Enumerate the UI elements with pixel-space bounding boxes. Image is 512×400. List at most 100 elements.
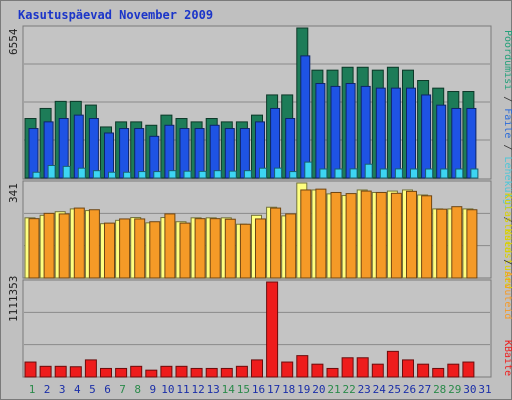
bar-top-faile-day-29	[455, 168, 464, 179]
bar-bot-kbaite-day-20	[311, 363, 324, 378]
bar-bot-kbaite-day-18	[281, 361, 294, 378]
bar-top-lehekülgi-day-12	[194, 128, 205, 179]
bar-top-lehekülgi-day-24	[375, 87, 386, 179]
x-tick-label-day-16: 16	[252, 383, 265, 396]
x-axis-labels: 1 2 3 4 5 6 7 8 9 10 11 12 13 14 15 16 17 18 19 20 21 22 23 24 2…	[29, 383, 492, 396]
bar-bot-kbaite-day-19	[296, 355, 309, 378]
x-tick-label-day-18: 18	[282, 383, 295, 396]
bar-mid-arvuteid-day-11	[179, 222, 191, 279]
x-tick-label-day-27: 27	[418, 383, 431, 396]
bar-bot-kbaite-day-2	[39, 365, 52, 378]
bar-top-faile-day-13	[213, 170, 222, 179]
bar-mid-arvuteid-day-12	[194, 218, 206, 279]
bar-bot-kbaite-day-14	[220, 367, 233, 378]
bar-bot-kbaite-day-15	[235, 365, 248, 378]
bar-top-lehekülgi-day-19	[300, 55, 311, 179]
bar-bot-kbaite-day-17	[266, 281, 279, 378]
bar-bot-kbaite-day-1	[24, 361, 37, 378]
bar-mid-arvuteid-day-16	[255, 218, 266, 279]
x-tick-label-day-20: 20	[312, 383, 325, 396]
bar-top-faile-day-3	[62, 165, 71, 179]
x-tick-label-day-29: 29	[448, 383, 461, 396]
x-tick-label-day-19: 19	[297, 383, 310, 396]
x-tick-label-day-1: 1	[29, 383, 36, 396]
x-tick-label-day-14: 14	[222, 383, 236, 396]
legend-top-part-3: /	[502, 138, 512, 156]
legend-mid-part-1: /	[502, 253, 512, 271]
x-tick-label-day-23: 23	[358, 383, 371, 396]
bar-top-faile-day-15	[243, 170, 252, 179]
bar-bot-kbaite-day-6	[100, 367, 112, 378]
x-tick-label-day-31: 31	[478, 383, 491, 396]
bar-bot-kbaite-day-5	[84, 359, 97, 378]
bar-top-faile-day-6	[108, 171, 116, 179]
bar-top-lehekülgi-day-8	[134, 128, 145, 179]
bar-bot-kbaite-day-10	[160, 365, 173, 378]
legend-top: Pöördumisi / Faile / Lehekülgi / Külastu…	[502, 30, 512, 289]
bar-bot-kbaite-day-13	[205, 367, 218, 378]
bar-top-lehekülgi-day-29	[451, 107, 462, 179]
bars	[24, 27, 479, 378]
bar-mid-arvuteid-day-9	[149, 221, 161, 279]
bar-bot-kbaite-day-12	[190, 367, 203, 378]
bar-top-faile-day-7	[123, 171, 132, 179]
bar-top-faile-day-27	[425, 168, 434, 179]
bar-top-lehekülgi-day-20	[315, 83, 326, 179]
bar-top-faile-day-16	[259, 167, 267, 179]
bar-mid-arvuteid-day-1	[28, 218, 40, 279]
bar-top-lehekülgi-day-27	[421, 94, 432, 179]
bar-mid-arvuteid-day-5	[88, 209, 100, 279]
bar-top-faile-day-2	[47, 165, 56, 179]
legend-bot-part-0: KBaite	[502, 340, 512, 376]
bar-mid-arvuteid-day-7	[119, 218, 131, 279]
bar-top-faile-day-18	[289, 171, 298, 179]
legend-top-part-0: Pöördumisi	[502, 30, 512, 90]
bar-top-lehekülgi-day-30	[466, 107, 477, 179]
x-tick-label-day-28: 28	[433, 383, 446, 396]
bar-mid-arvuteid-day-14	[224, 218, 236, 279]
bar-top-faile-day-21	[334, 168, 343, 179]
bar-bot-kbaite-day-7	[115, 367, 128, 378]
x-tick-label-day-9: 9	[149, 383, 156, 396]
bar-top-lehekülgi-day-14	[224, 128, 235, 179]
bar-mid-arvuteid-day-17	[270, 207, 282, 279]
bar-bot-kbaite-day-24	[371, 363, 384, 378]
bar-top-lehekülgi-day-28	[436, 104, 447, 179]
bar-top-lehekülgi-day-22	[345, 83, 356, 179]
bar-bot-kbaite-day-3	[54, 365, 67, 378]
bar-top-faile-day-26	[410, 168, 418, 179]
bar-top-lehekülgi-day-1	[28, 128, 39, 179]
bar-top-lehekülgi-day-18	[285, 118, 296, 179]
bar-top-faile-day-22	[349, 168, 358, 179]
bar-bot-kbaite-day-11	[175, 365, 188, 378]
legend-bot: KBaite	[502, 340, 512, 376]
bar-mid-arvuteid-day-28	[436, 208, 448, 279]
bar-top-faile-day-24	[379, 168, 388, 179]
bar-mid-arvuteid-day-24	[375, 191, 387, 279]
x-tick-label-day-12: 12	[191, 383, 204, 396]
bar-bot-kbaite-day-27	[417, 363, 430, 378]
bar-top-faile-day-4	[77, 167, 86, 179]
bar-mid-arvuteid-day-6	[104, 222, 115, 279]
bar-mid-arvuteid-day-18	[285, 213, 297, 279]
bar-mid-arvuteid-day-3	[58, 213, 70, 279]
panel-mid-max-label: 341	[7, 183, 20, 203]
x-tick-label-day-30: 30	[463, 383, 476, 396]
bar-top-faile-day-8	[138, 171, 147, 179]
x-tick-label-day-3: 3	[59, 383, 66, 396]
legend-top-part-6: Külastused	[502, 229, 512, 289]
bar-top-faile-day-28	[440, 168, 449, 179]
bar-mid-arvuteid-day-2	[43, 212, 55, 279]
bar-top-faile-day-14	[228, 170, 237, 179]
bar-bot-kbaite-day-26	[402, 359, 414, 378]
bar-mid-arvuteid-day-21	[330, 191, 342, 279]
legend-top-part-4: Lehekülgi	[502, 156, 512, 210]
bar-top-faile-day-9	[153, 171, 162, 179]
bar-top-faile-day-1	[32, 171, 41, 179]
bar-bot-kbaite-day-28	[432, 367, 445, 378]
bar-bot-kbaite-day-21	[326, 367, 339, 378]
x-tick-label-day-15: 15	[237, 383, 250, 396]
x-tick-label-day-25: 25	[388, 383, 401, 396]
bar-mid-arvuteid-day-27	[421, 195, 433, 279]
bar-top-lehekülgi-day-21	[330, 85, 341, 179]
